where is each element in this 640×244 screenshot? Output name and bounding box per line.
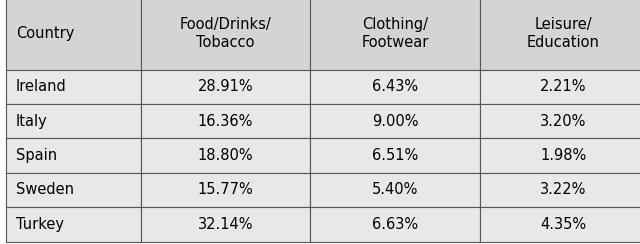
- Text: Sweden: Sweden: [16, 183, 74, 197]
- Bar: [480, 207, 640, 242]
- Text: 28.91%: 28.91%: [198, 79, 253, 94]
- Text: Ireland: Ireland: [16, 79, 67, 94]
- Text: 15.77%: 15.77%: [198, 183, 253, 197]
- Text: 4.35%: 4.35%: [540, 217, 586, 232]
- Text: 6.63%: 6.63%: [372, 217, 419, 232]
- Bar: [141, 207, 310, 242]
- Bar: [480, 0, 640, 70]
- Bar: [6, 0, 141, 70]
- Bar: [310, 138, 480, 173]
- Bar: [310, 173, 480, 207]
- Bar: [6, 70, 141, 104]
- Text: 32.14%: 32.14%: [198, 217, 253, 232]
- Text: 9.00%: 9.00%: [372, 114, 419, 129]
- Bar: [6, 138, 141, 173]
- Text: Leisure/
Education: Leisure/ Education: [527, 17, 600, 50]
- Text: 3.20%: 3.20%: [540, 114, 586, 129]
- Bar: [141, 0, 310, 70]
- Bar: [141, 104, 310, 138]
- Bar: [6, 173, 141, 207]
- Text: Food/Drinks/
Tobacco: Food/Drinks/ Tobacco: [180, 17, 271, 50]
- Text: 16.36%: 16.36%: [198, 114, 253, 129]
- Text: 2.21%: 2.21%: [540, 79, 586, 94]
- Bar: [480, 138, 640, 173]
- Bar: [141, 138, 310, 173]
- Bar: [310, 207, 480, 242]
- Text: 3.22%: 3.22%: [540, 183, 586, 197]
- Text: 6.43%: 6.43%: [372, 79, 419, 94]
- Text: Spain: Spain: [16, 148, 57, 163]
- Text: Country: Country: [16, 26, 74, 41]
- Text: Italy: Italy: [16, 114, 47, 129]
- Text: Clothing/
Footwear: Clothing/ Footwear: [362, 17, 429, 50]
- Text: 6.51%: 6.51%: [372, 148, 419, 163]
- Bar: [310, 70, 480, 104]
- Bar: [480, 104, 640, 138]
- Bar: [6, 104, 141, 138]
- Bar: [141, 173, 310, 207]
- Bar: [6, 207, 141, 242]
- Text: 1.98%: 1.98%: [540, 148, 586, 163]
- Bar: [480, 70, 640, 104]
- Bar: [310, 0, 480, 70]
- Bar: [310, 104, 480, 138]
- Bar: [480, 173, 640, 207]
- Text: 18.80%: 18.80%: [198, 148, 253, 163]
- Bar: [141, 70, 310, 104]
- Text: 5.40%: 5.40%: [372, 183, 419, 197]
- Text: Turkey: Turkey: [16, 217, 64, 232]
